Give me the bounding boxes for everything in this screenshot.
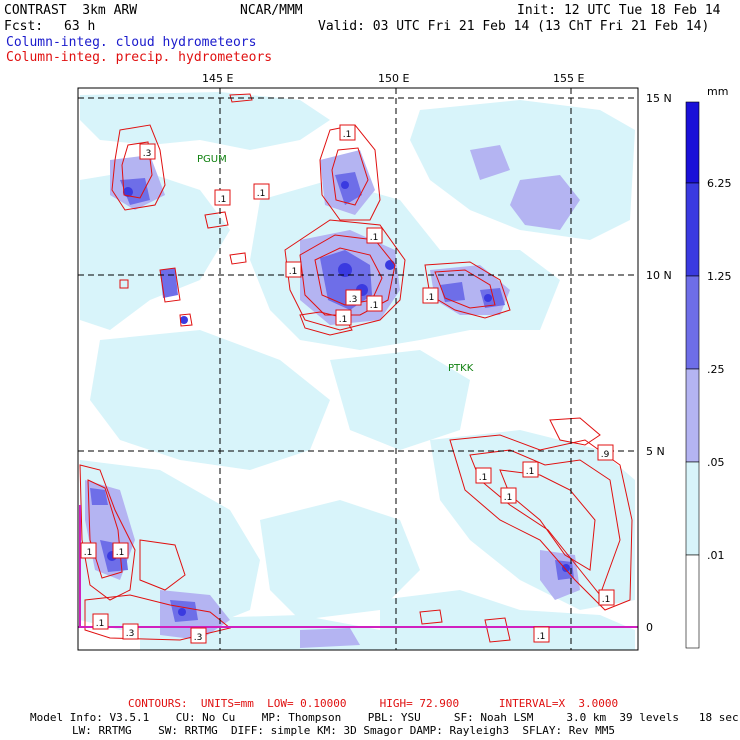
colorbar-unit: mm bbox=[707, 85, 728, 98]
colorbar-label-0-25: .25 bbox=[707, 363, 725, 376]
lon-label-145: 145 E bbox=[202, 72, 233, 85]
colorbar-swatch bbox=[685, 275, 700, 370]
contour-label: .1 bbox=[370, 233, 379, 243]
field-precip-label: Column-integ. precip. hydrometeors bbox=[6, 50, 273, 65]
forecast-label: Fcst: bbox=[4, 19, 44, 34]
colorbar bbox=[685, 101, 700, 649]
contour-label-box bbox=[339, 124, 356, 141]
lat-lon-grid bbox=[78, 88, 638, 650]
contour-label-box bbox=[190, 627, 207, 644]
contour-label: .1 bbox=[289, 267, 298, 277]
contour-label-box bbox=[522, 461, 539, 478]
lon-label-155: 155 E bbox=[553, 72, 584, 85]
contour-label-box bbox=[598, 589, 615, 606]
forecast-hour: 63 h bbox=[64, 19, 96, 34]
contour-label: .3 bbox=[194, 633, 203, 643]
init-time: Init: 12 UTC Tue 18 Feb 14 bbox=[517, 3, 721, 18]
lat-label-5n: 5 N bbox=[646, 445, 665, 458]
product-title: CONTRAST 3km ARW bbox=[4, 3, 138, 18]
colorbar-swatch bbox=[685, 101, 700, 184]
contour-info: CONTOURS: UNITS=mm LOW= 0.10000 HIGH= 72… bbox=[128, 697, 619, 710]
contour-label: .3 bbox=[349, 295, 358, 305]
contour-label: .3 bbox=[143, 149, 152, 159]
contour-label: .1 bbox=[339, 315, 348, 325]
colorbar-swatch bbox=[685, 182, 700, 277]
contour-label: .1 bbox=[257, 189, 266, 199]
contour-label: .1 bbox=[537, 632, 546, 642]
contour-label: .1 bbox=[116, 548, 125, 558]
contour-label-box bbox=[214, 189, 231, 206]
model-info-line1: Model Info: V3.5.1 CU: No Cu MP: Thompso… bbox=[30, 711, 739, 724]
contour-label-box bbox=[422, 287, 439, 304]
precip-contours bbox=[79, 93, 633, 643]
contour-label: .9 bbox=[601, 450, 610, 460]
contour-label: .1 bbox=[526, 467, 535, 477]
contour-label: .1 bbox=[218, 195, 227, 205]
lon-label-150: 150 E bbox=[378, 72, 409, 85]
cloud-shading-light bbox=[80, 92, 635, 650]
colorbar-label-6-25: 6.25 bbox=[707, 177, 732, 190]
colorbar-label-0-01: .01 bbox=[707, 549, 725, 562]
contour-label-box bbox=[92, 613, 109, 630]
colorbar-label-1-25: 1.25 bbox=[707, 270, 732, 283]
contour-label-box bbox=[112, 542, 129, 559]
contour-label-box bbox=[533, 626, 550, 643]
lat-label-15n: 15 N bbox=[646, 92, 672, 105]
contour-label: .1 bbox=[343, 130, 352, 140]
contour-label: .1 bbox=[426, 293, 435, 303]
contour-label-box bbox=[122, 623, 139, 640]
contour-label-box bbox=[253, 183, 270, 200]
contour-label-box bbox=[80, 542, 97, 559]
contour-label-box bbox=[345, 289, 362, 306]
contour-label-box bbox=[285, 261, 302, 278]
contour-labels: .1.3.1.1.1.1.3.1.1.1.1.1.1.9.1.3.3.1.1.1… bbox=[80, 124, 615, 644]
lat-label-0: 0 bbox=[646, 621, 653, 634]
contour-label: .1 bbox=[84, 548, 93, 558]
contour-label-box bbox=[139, 143, 156, 160]
contour-label: .3 bbox=[126, 629, 135, 639]
colorbar-label-0-05: .05 bbox=[707, 456, 725, 469]
contour-label-box bbox=[366, 295, 383, 312]
contour-label: .1 bbox=[96, 619, 105, 629]
organization: NCAR/MMM bbox=[240, 3, 303, 18]
contour-label-box bbox=[475, 467, 492, 484]
contour-label: .1 bbox=[504, 493, 513, 503]
contour-label-box bbox=[335, 309, 352, 326]
lat-label-10n: 10 N bbox=[646, 269, 672, 282]
contour-label-box bbox=[597, 444, 614, 461]
colorbar-swatch bbox=[685, 461, 700, 556]
model-info-line2: LW: RRTMG SW: RRTMG DIFF: simple KM: 3D … bbox=[72, 724, 616, 737]
contour-label-box bbox=[500, 487, 517, 504]
field-cloud-label: Column-integ. cloud hydrometeors bbox=[6, 35, 257, 50]
colorbar-swatch bbox=[685, 368, 700, 463]
contour-label: .1 bbox=[370, 301, 379, 311]
contour-label: .1 bbox=[602, 595, 611, 605]
contour-label: .1 bbox=[479, 473, 488, 483]
valid-time: Valid: 03 UTC Fri 21 Feb 14 (13 ChT Fri … bbox=[318, 19, 710, 34]
contour-label-box bbox=[366, 227, 383, 244]
station-ptkk: PTKK bbox=[448, 363, 474, 374]
station-pgum: PGUM bbox=[197, 154, 227, 165]
map-frame bbox=[77, 87, 639, 651]
colorbar-swatch bbox=[685, 554, 700, 649]
